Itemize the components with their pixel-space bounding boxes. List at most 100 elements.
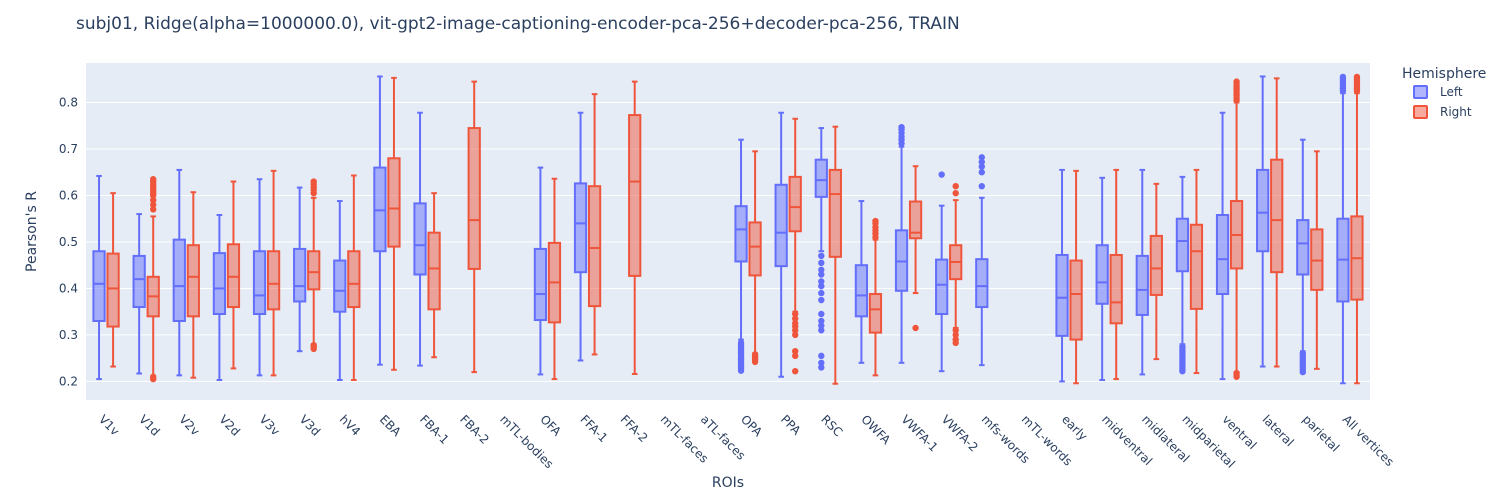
legend-item-left[interactable]: Left bbox=[1413, 85, 1463, 99]
box-right-early[interactable] bbox=[1069, 169, 1083, 385]
legend[interactable]: Hemisphere Left Right bbox=[1402, 66, 1486, 119]
box-left-ofa[interactable] bbox=[533, 166, 548, 376]
legend-title: Hemisphere bbox=[1402, 66, 1486, 82]
box-iqr bbox=[587, 185, 602, 308]
x-tick-label: VWFA-2 bbox=[939, 412, 981, 454]
box-right-owfa[interactable] bbox=[868, 217, 883, 377]
box-left-vwfa-1[interactable] bbox=[894, 123, 909, 364]
legend-swatch bbox=[1413, 105, 1428, 119]
box-left-owfa[interactable] bbox=[854, 200, 869, 364]
box-right-rsc[interactable] bbox=[828, 125, 842, 385]
legend-swatch bbox=[1413, 85, 1428, 99]
box-iqr bbox=[748, 221, 762, 277]
box-right-ventral[interactable] bbox=[1229, 78, 1244, 380]
box-iqr bbox=[1296, 219, 1310, 276]
box-left-v2v[interactable] bbox=[172, 168, 186, 377]
box-right-vwfa-2[interactable] bbox=[949, 182, 963, 347]
box-left-fba-1[interactable] bbox=[413, 111, 427, 367]
box-left-midparietal[interactable] bbox=[1175, 175, 1190, 375]
box-left-v3v[interactable] bbox=[252, 178, 267, 377]
x-tick-label: lateral bbox=[1260, 412, 1297, 449]
x-tick-label: PPA bbox=[778, 412, 804, 438]
box-iqr bbox=[788, 175, 802, 233]
box-left-early[interactable] bbox=[1055, 168, 1069, 383]
box-right-midparietal[interactable] bbox=[1189, 168, 1204, 375]
box-right-midlateral[interactable] bbox=[1149, 182, 1163, 361]
outlier-point bbox=[150, 375, 157, 383]
box-left-parietal[interactable] bbox=[1296, 138, 1310, 376]
box-iqr bbox=[1095, 244, 1109, 305]
box-left-v2d[interactable] bbox=[212, 213, 227, 382]
x-tick-label: early bbox=[1059, 412, 1090, 443]
outlier-point bbox=[912, 324, 919, 332]
box-right-v2d[interactable] bbox=[226, 180, 241, 370]
box-left-ventral[interactable] bbox=[1215, 111, 1230, 381]
box-left-rsc[interactable] bbox=[814, 127, 828, 371]
outlier-point bbox=[792, 352, 799, 360]
box-iqr bbox=[868, 293, 883, 334]
box-left-v1d[interactable] bbox=[132, 213, 146, 375]
outlier-point bbox=[818, 271, 825, 278]
box-right-hv4[interactable] bbox=[347, 174, 361, 382]
box-left-v3d[interactable] bbox=[293, 186, 307, 353]
outlier-point bbox=[818, 322, 825, 329]
box-left-midventral[interactable] bbox=[1095, 176, 1109, 382]
box-right-v1d[interactable] bbox=[146, 176, 160, 383]
outlier-point bbox=[938, 171, 945, 178]
outlier-point bbox=[818, 289, 825, 297]
outlier-point bbox=[952, 331, 959, 339]
outlier-point bbox=[150, 206, 157, 213]
box-right-lateral[interactable] bbox=[1270, 77, 1284, 368]
box-left-opa[interactable] bbox=[734, 138, 748, 374]
box-left-v1v[interactable] bbox=[92, 174, 106, 381]
box-right-fba-2[interactable] bbox=[467, 80, 481, 374]
box-left-all-vertices[interactable] bbox=[1336, 73, 1350, 385]
box-iqr bbox=[573, 182, 588, 274]
box-left-eba[interactable] bbox=[373, 75, 387, 366]
box-left-lateral[interactable] bbox=[1256, 75, 1270, 368]
box-iqr bbox=[92, 250, 106, 322]
box-right-v3d[interactable] bbox=[307, 178, 321, 353]
box-iqr bbox=[427, 231, 441, 311]
box-iqr bbox=[908, 200, 923, 240]
x-tick-label: V3v bbox=[256, 412, 282, 438]
x-tick-label: V2d bbox=[216, 412, 242, 438]
outlier-point bbox=[310, 178, 317, 185]
box-iqr bbox=[226, 243, 241, 309]
box-left-ffa-1[interactable] bbox=[573, 111, 588, 362]
y-tick-label: 0.5 bbox=[59, 235, 78, 249]
outlier-point bbox=[952, 339, 959, 347]
box-left-hv4[interactable] bbox=[333, 200, 347, 382]
x-tick-label: OPA bbox=[738, 412, 766, 440]
legend-item-right[interactable]: Right bbox=[1413, 105, 1472, 119]
box-right-v2v[interactable] bbox=[186, 191, 200, 379]
box-right-parietal[interactable] bbox=[1310, 150, 1324, 370]
box-right-fba-1[interactable] bbox=[427, 192, 441, 359]
x-tick-label: V2v bbox=[176, 412, 202, 438]
outlier-point bbox=[1299, 368, 1306, 376]
outlier-point bbox=[310, 345, 317, 353]
box-right-midventral[interactable] bbox=[1109, 168, 1123, 381]
y-tick-label: 0.2 bbox=[59, 374, 78, 388]
box-right-all-vertices[interactable] bbox=[1350, 73, 1364, 385]
box-left-midlateral[interactable] bbox=[1135, 168, 1149, 376]
box-right-v1v[interactable] bbox=[106, 192, 120, 368]
box-right-vwfa-1[interactable] bbox=[908, 165, 923, 332]
box-left-ppa[interactable] bbox=[774, 111, 788, 378]
box-left-vwfa-2[interactable] bbox=[935, 171, 949, 373]
box-right-v3v[interactable] bbox=[266, 169, 281, 377]
y-tick-label: 0.4 bbox=[59, 281, 78, 295]
x-tick-label: EBA bbox=[377, 412, 404, 439]
legend-label: Left bbox=[1440, 85, 1463, 99]
x-tick-label: RSC bbox=[818, 412, 845, 439]
box-left-mfs-words[interactable] bbox=[975, 154, 989, 367]
box-right-ppa[interactable] bbox=[788, 117, 802, 375]
box-right-eba[interactable] bbox=[387, 76, 401, 371]
box-right-opa[interactable] bbox=[748, 150, 762, 366]
box-right-ffa-2[interactable] bbox=[628, 80, 642, 375]
x-tick-label: FFA-2 bbox=[618, 412, 651, 445]
box-right-ofa[interactable] bbox=[547, 177, 562, 381]
x-tick-label: All vertices bbox=[1340, 412, 1397, 469]
box-right-ffa-1[interactable] bbox=[587, 93, 602, 356]
